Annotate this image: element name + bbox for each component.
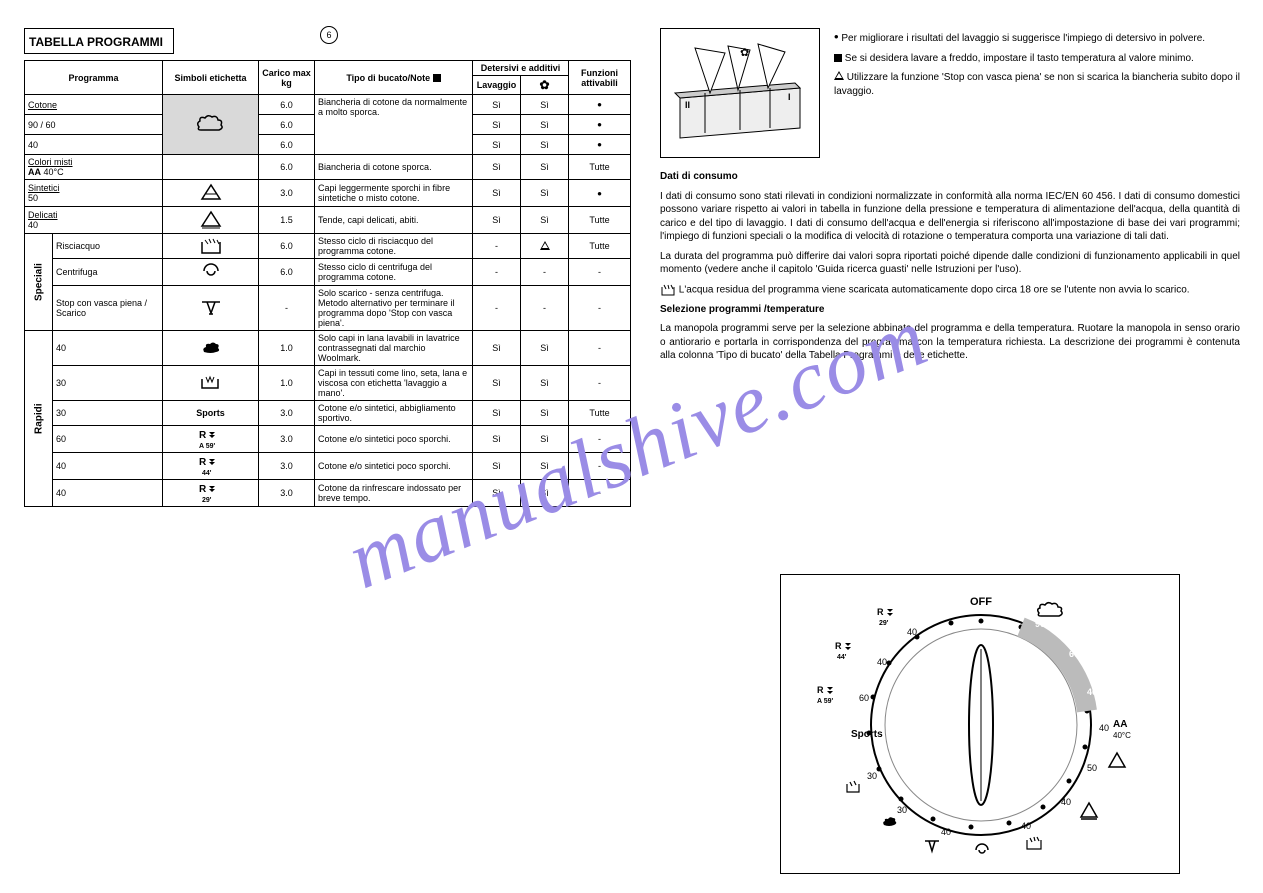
detergent-drawer-figure: II I ✿ [660,28,820,158]
right-column: II I ✿ Per migliorare i risultati del la… [660,28,1240,369]
svg-text:60: 60 [859,693,869,703]
svg-text:R: R [835,641,842,651]
svg-text:II: II [685,100,690,110]
svg-text:R: R [199,484,207,495]
table-row: 30 1.0 Capi in tessuti come lino, seta, … [25,366,631,401]
svg-text:✿: ✿ [740,47,749,59]
svg-text:40: 40 [907,627,917,637]
duration-note: La durata del programma può differire da… [660,250,1240,277]
table-row: Colori mistiAA 40°C 6.0 Biancheria di co… [25,155,631,180]
svg-text:40: 40 [877,657,887,667]
table-row: 30 Sports 3.0 Cotone e/o sintetici, abbi… [25,401,631,426]
svg-text:60: 60 [1069,649,1079,659]
svg-text:Sports: Sports [851,729,883,740]
svg-text:44': 44' [202,470,212,477]
table-row: Speciali Risciacquo 6.0 Stesso ciclo di … [25,234,631,259]
svg-text:29': 29' [202,497,212,504]
spin-icon [201,261,221,281]
svg-text:R: R [199,430,207,441]
consumption-title: Dati di consumo [660,170,1240,184]
th-load: Carico max kg [259,61,315,95]
synthetics-icon [198,182,224,202]
table-row: Sintetici50 3.0 Capi leggermente sporchi… [25,180,631,207]
svg-text:40: 40 [1021,821,1031,831]
svg-text:30: 30 [897,805,907,815]
th-program: Programma [25,61,163,95]
table-row: Rapidi 40 1.0 Solo capi in lana lavabili… [25,331,631,366]
knob-off-label: OFF [970,596,992,608]
svg-text:R: R [199,457,207,468]
title-line1: TABELLA PROGRAMMI [29,35,169,49]
left-column: TABELLA PROGRAMMI Programma Simboli etic… [24,28,636,507]
svg-text:R: R [817,685,824,695]
rinse-icon [660,283,676,297]
delicates-icon [198,209,224,229]
drain-note: L'acqua residua del programma viene scar… [660,283,1240,297]
svg-text:I: I [788,92,791,102]
svg-text:AA: AA [1113,719,1127,730]
program-knob-figure: OFF 90 60 40 40 AA 40°C 50 40 40 40 30 3… [780,574,1180,874]
rapid-59-icon: R A 59' [197,428,225,450]
table-row: Centrifuga 6.0 Stesso ciclo di centrifug… [25,259,631,286]
cotton-icon [194,113,228,135]
drain-icon [199,297,223,317]
table-row: Delicati40 1.5 Tende, capi delicati, abi… [25,207,631,234]
table-row: 40 R44' 3.0 Cotone e/o sintetici poco sp… [25,453,631,480]
note-square: Se si desidera lavare a freddo, impostar… [834,52,1240,66]
rinse-icon [199,236,223,256]
svg-text:40: 40 [941,827,951,837]
svg-text:A 59': A 59' [199,443,216,450]
program-table: Programma Simboli etichetta Carico max k… [24,60,631,507]
table-row: Cotone 6.0 Biancheria di cotone da norma… [25,95,631,115]
consumption-body: I dati di consumo sono stati rilevati in… [660,190,1240,244]
svg-text:40°C: 40°C [1113,731,1131,740]
table-row: 60 RA 59' 3.0 Cotone e/o sintetici poco … [25,426,631,453]
selector-body: La manopola programmi serve per la selez… [660,322,1240,363]
th-label: Simboli etichetta [163,61,259,95]
svg-text:50: 50 [1087,763,1097,773]
th-active: Funzioni attivabili [569,61,631,95]
th-detergent: Detersivi e additivi [473,61,569,76]
svg-text:40: 40 [1061,797,1071,807]
svg-text:40: 40 [1087,687,1097,697]
svg-text:90: 90 [1035,619,1045,629]
svg-text:A 59': A 59' [817,698,834,705]
rapid-29-icon: R 29' [197,482,225,504]
svg-text:40: 40 [1099,723,1109,733]
rapid-44-icon: R 44' [197,455,225,477]
note-triangle: Utilizzare la funzione 'Stop con vasca p… [834,71,1240,98]
svg-text:29': 29' [879,620,889,627]
th-type: Tipo di bucato/Note [315,61,473,95]
svg-text:R: R [877,607,884,617]
th-sub-soft: ✿ [521,76,569,95]
svg-text:30: 30 [867,771,877,781]
note-bullet: Per migliorare i risultati del lavaggio … [834,28,1240,46]
th-sub-main: Lavaggio [473,76,521,95]
table-row: 40 R29' 3.0 Cotone da rinfrescare indoss… [25,480,631,507]
table-row: Stop con vasca piena / Scarico - Solo sc… [25,286,631,331]
title-box: TABELLA PROGRAMMI [24,28,174,54]
handwash-icon [199,373,223,391]
wool-icon [200,338,222,356]
svg-text:44': 44' [837,654,847,661]
selector-title: Selezione programmi /temperature [660,303,1240,317]
